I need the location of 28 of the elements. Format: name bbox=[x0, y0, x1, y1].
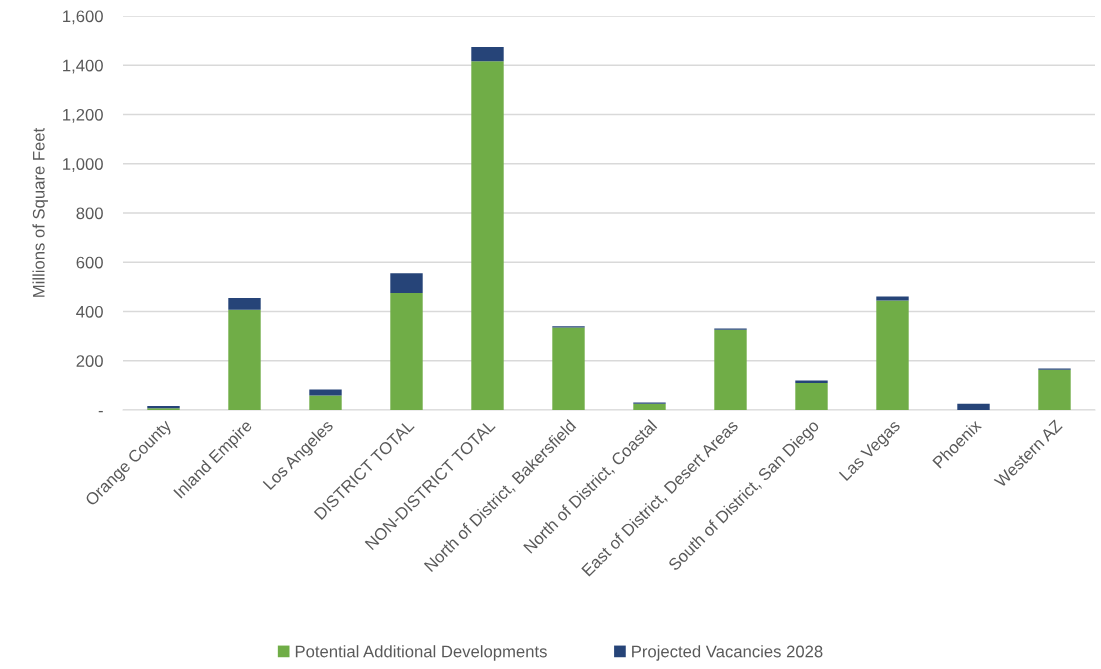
bar bbox=[471, 61, 504, 410]
bar bbox=[795, 380, 828, 383]
legend-label: Projected Vacancies 2028 bbox=[632, 645, 823, 661]
y-axis-title: Millions of Square Feet bbox=[32, 127, 48, 297]
bar bbox=[390, 273, 423, 294]
bar bbox=[309, 395, 342, 410]
bar bbox=[228, 309, 261, 410]
bar bbox=[1038, 369, 1071, 410]
y-tick-label: 800 bbox=[76, 207, 103, 220]
bar bbox=[552, 327, 585, 410]
bar bbox=[876, 300, 909, 410]
bar bbox=[795, 382, 828, 410]
bar bbox=[471, 47, 504, 62]
y-tick-label: 600 bbox=[76, 256, 103, 269]
legend-label: Potential Additional Developments bbox=[295, 645, 547, 661]
y-tick-label: 400 bbox=[76, 305, 103, 318]
y-tick-label: 1,200 bbox=[63, 108, 103, 123]
y-tick-label: 1,400 bbox=[63, 59, 103, 74]
y-tick-label: 1,600 bbox=[63, 10, 103, 25]
y-tick-label: 200 bbox=[76, 355, 103, 367]
y-tick-label: - bbox=[98, 410, 103, 413]
bar bbox=[633, 403, 666, 410]
y-tick-label: 1,000 bbox=[63, 158, 103, 172]
bar bbox=[876, 296, 909, 301]
bar bbox=[390, 293, 423, 410]
bar bbox=[228, 297, 261, 310]
bar bbox=[714, 329, 747, 410]
bar bbox=[957, 403, 990, 410]
